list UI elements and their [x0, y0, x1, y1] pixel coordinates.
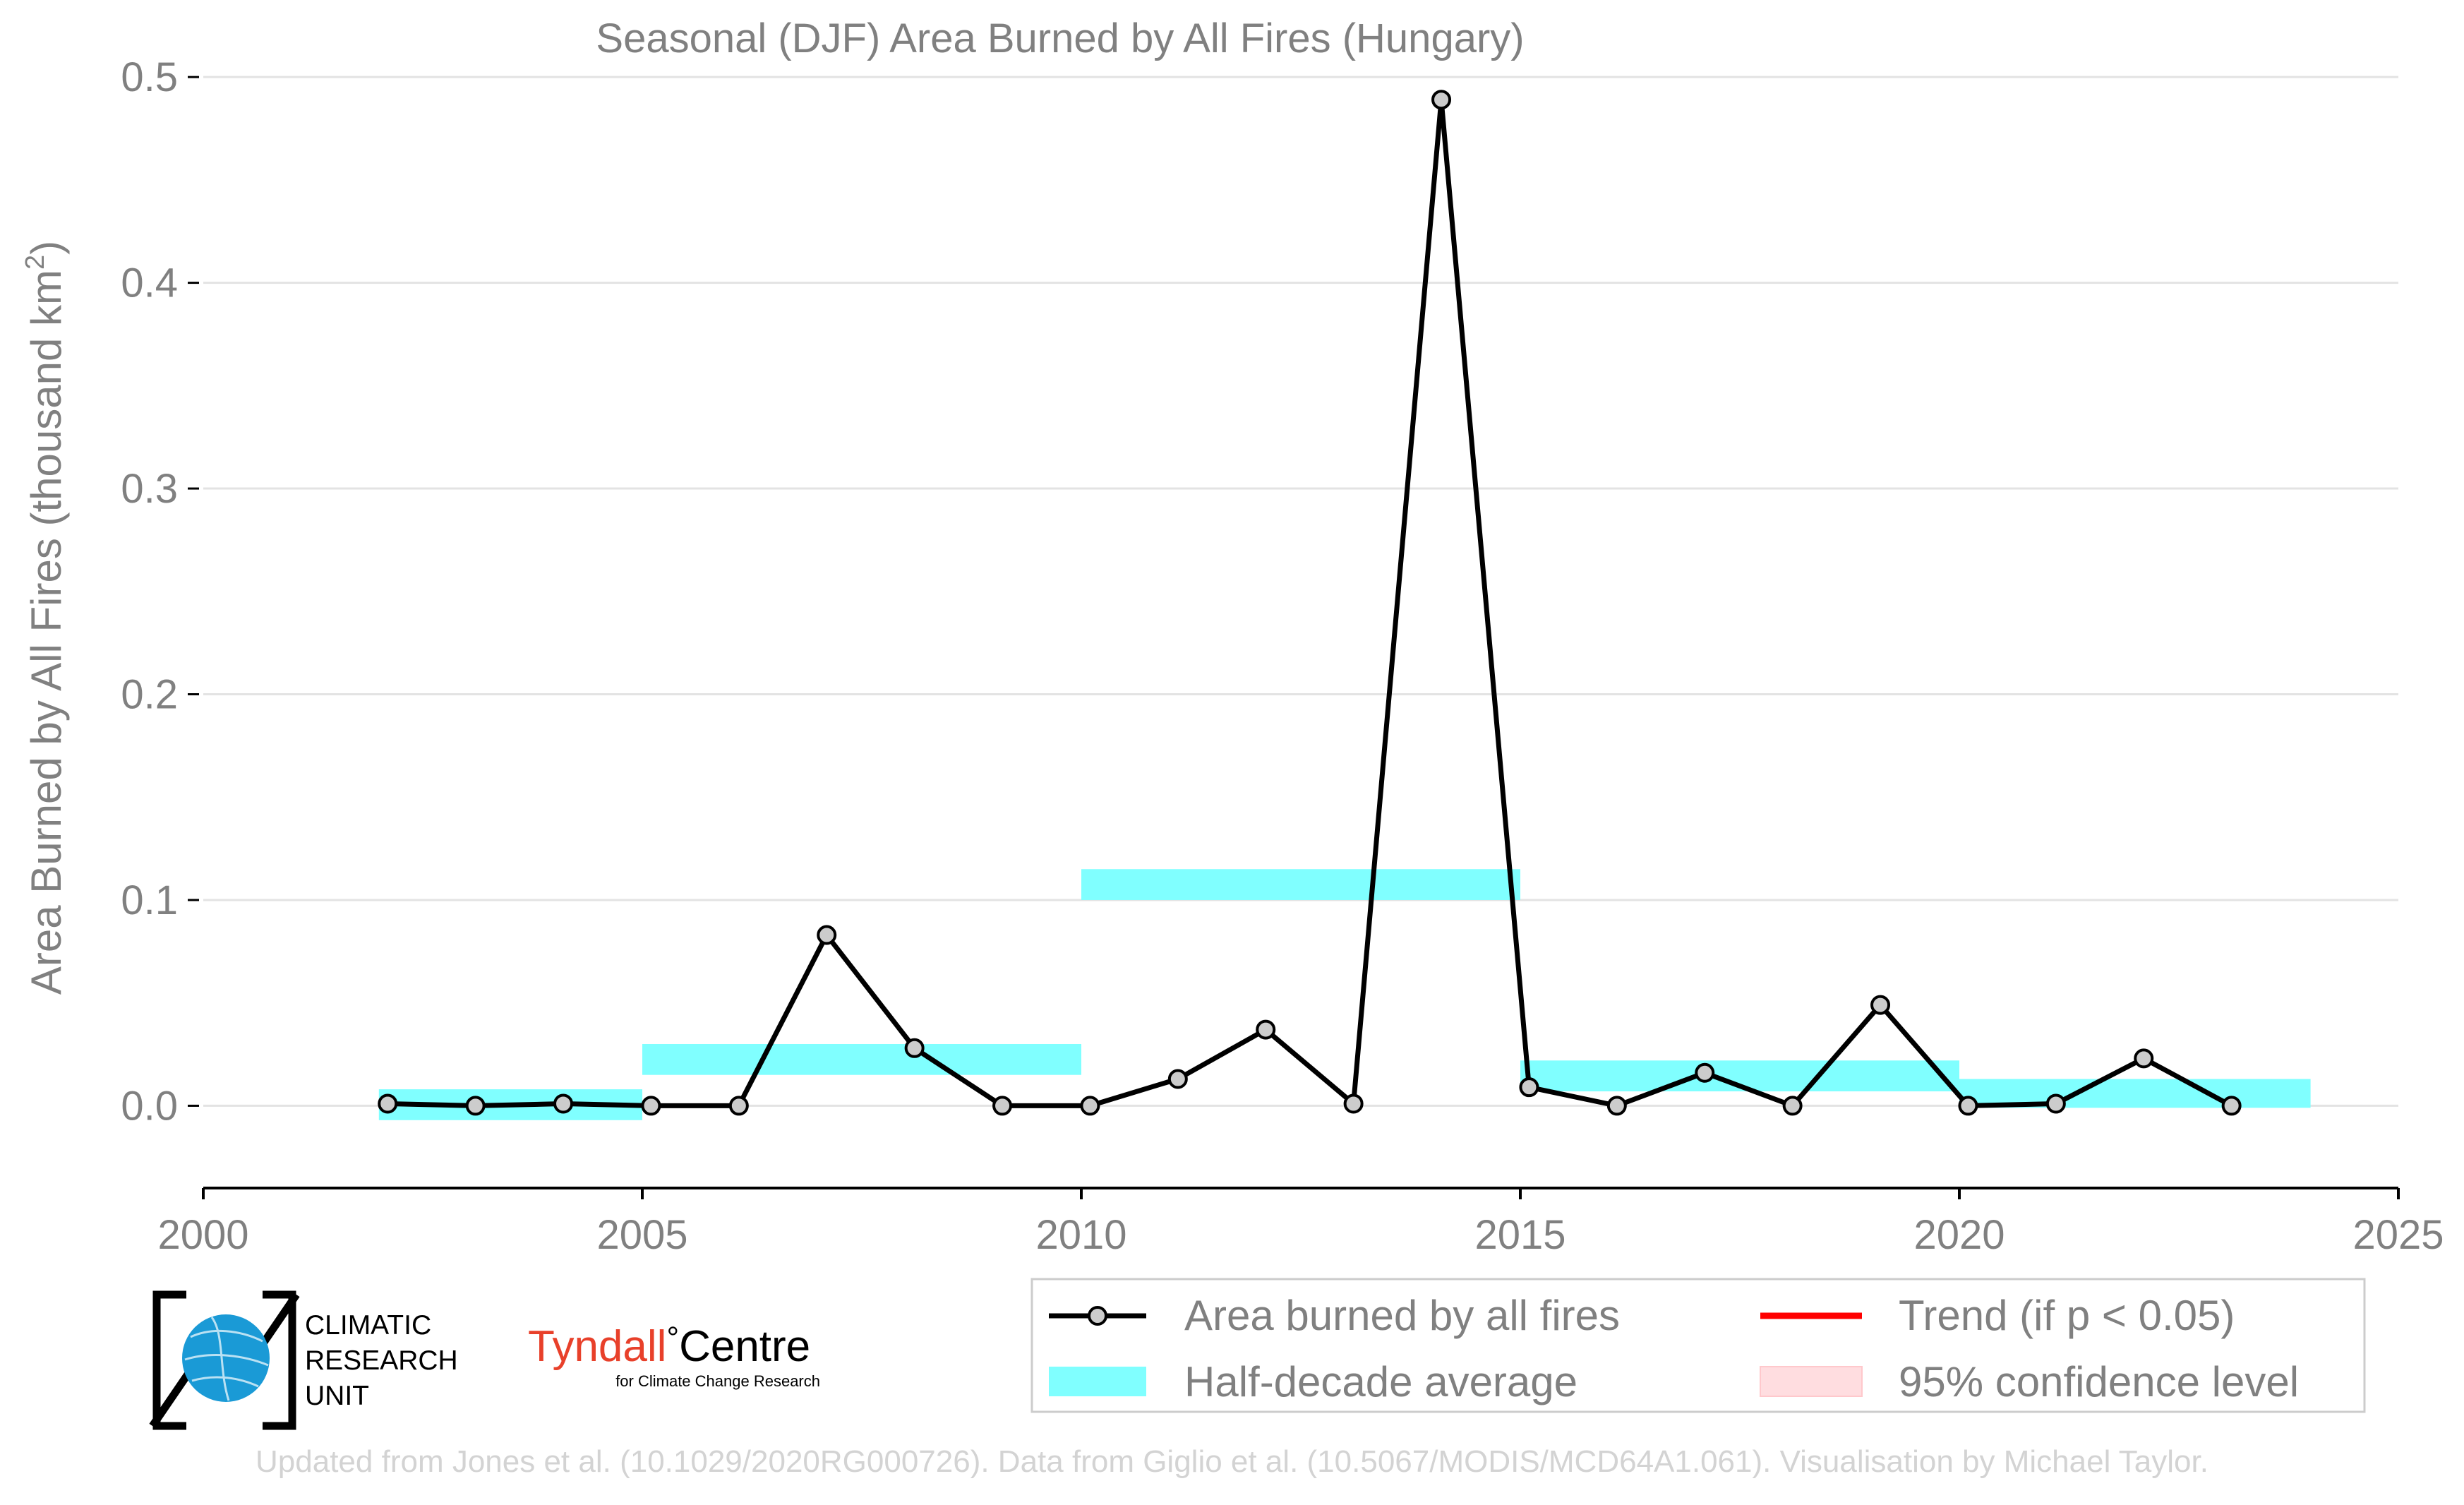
tyndall-logo: Tyndall°Centre for Climate Change Resear… [528, 1321, 820, 1390]
cru-logo: CLIMATIC RESEARCH UNIT [149, 1290, 458, 1430]
data-point [1519, 1077, 1539, 1098]
y-tick-label: 0.1 [121, 877, 178, 923]
x-tick-label: 2005 [596, 1212, 687, 1258]
data-point [553, 1093, 574, 1114]
y-tick-label: 0.0 [121, 1083, 178, 1129]
y-tick-label: 0.2 [121, 672, 178, 718]
data-point [817, 925, 837, 945]
tyndall-subtitle: for Climate Change Research [615, 1372, 820, 1390]
data-point [1431, 90, 1452, 110]
tyndall-wordmark-main: Tyndall [528, 1322, 666, 1371]
legend-frame [1030, 1278, 2366, 1413]
y-axis-label-superscript: 2 [20, 255, 50, 270]
y-axis-ticks: 0.0 0.1 0.2 0.3 0.4 0.5 [121, 54, 199, 1129]
legend-item-confidence: 95% confidence level [1760, 1358, 2299, 1405]
data-point [465, 1096, 486, 1116]
data-point [1606, 1096, 1627, 1116]
data-point [1695, 1062, 1715, 1083]
half-decade-bands [378, 869, 2311, 1120]
data-point [1958, 1096, 1978, 1116]
data-point [1080, 1096, 1100, 1116]
data-point [1167, 1069, 1188, 1089]
data-point [992, 1096, 1013, 1116]
half-decade-band [642, 1043, 1081, 1075]
legend-label-area-burned: Area burned by all fires [1184, 1292, 1620, 1339]
data-point [1256, 1019, 1276, 1040]
cru-logo-line-3: UNIT [305, 1381, 369, 1411]
y-tick-label: 0.5 [121, 54, 178, 100]
x-tick-label: 2025 [2352, 1212, 2444, 1258]
series-line [387, 97, 2233, 1108]
legend-item-half-decade: Half-decade average [1049, 1358, 1577, 1405]
legend-swatch-half-decade [1049, 1367, 1146, 1396]
data-point [2045, 1093, 2066, 1114]
legend-item-trend: Trend (if p < 0.05) [1760, 1292, 2235, 1339]
x-tick-label: 2015 [1474, 1212, 1565, 1258]
data-point [641, 1096, 661, 1116]
legend-swatch-confidence [1760, 1366, 1863, 1397]
gridlines [203, 76, 2398, 1107]
legend-swatch-marker [1088, 1306, 1107, 1326]
data-point [2221, 1096, 2242, 1116]
data-point [728, 1096, 749, 1116]
chart-title: Seasonal (DJF) Area Burned by All Fires … [596, 16, 1524, 61]
data-point [378, 1093, 398, 1114]
x-axis: 2000 2005 2010 2015 2020 2025 [157, 1187, 2444, 1258]
x-tick-label: 2010 [1035, 1212, 1126, 1258]
legend-label-trend: Trend (if p < 0.05) [1899, 1292, 2235, 1339]
y-tick-label: 0.4 [121, 260, 178, 306]
legend-label-confidence: 95% confidence level [1899, 1358, 2299, 1405]
data-point [2134, 1048, 2154, 1069]
data-point [904, 1038, 925, 1058]
data-point [1870, 995, 1891, 1015]
footer-credits: Updated from Jones et al. (10.1029/2020R… [256, 1444, 2208, 1479]
legend-item-area-burned: Area burned by all fires [1049, 1292, 1620, 1339]
y-tick-label: 0.3 [121, 466, 178, 512]
cru-logo-line-2: RESEARCH [305, 1345, 458, 1376]
x-tick-label: 2000 [157, 1212, 248, 1258]
tyndall-wordmark: Tyndall°Centre [528, 1321, 810, 1371]
cru-logo-line-1: CLIMATIC [305, 1310, 431, 1341]
data-point [1782, 1096, 1803, 1116]
half-decade-band [1081, 869, 1520, 900]
globe-contour-lines [184, 1317, 269, 1401]
y-axis-label-end: ) [23, 241, 70, 255]
tyndall-wordmark-centre: Centre [679, 1322, 810, 1371]
y-axis-label: Area Burned by All Fires (thousand km2) [20, 241, 70, 995]
cru-logo-left-bracket [149, 1290, 196, 1430]
x-tick-label: 2020 [1913, 1212, 2005, 1258]
tyndall-wordmark-degree: ° [666, 1321, 679, 1355]
series-area-burned [378, 90, 2242, 1116]
y-axis-label-main: Area Burned by All Fires (thousand km [23, 270, 70, 995]
data-point [1343, 1093, 1364, 1114]
legend-label-half-decade: Half-decade average [1184, 1358, 1577, 1405]
legend: Area burned by all fires Trend (if p < 0… [1030, 1278, 2366, 1413]
